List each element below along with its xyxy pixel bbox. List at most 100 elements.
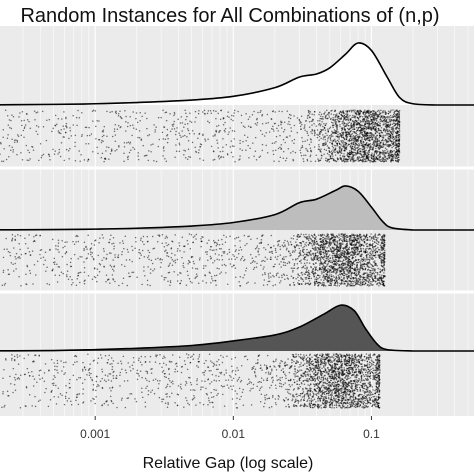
data-point — [352, 137, 354, 140]
data-point — [295, 277, 297, 280]
data-point — [0, 141, 2, 144]
data-point — [304, 154, 307, 156]
data-point — [366, 258, 368, 260]
data-point — [265, 144, 267, 147]
data-point — [329, 151, 331, 154]
data-point — [284, 262, 286, 264]
data-point — [353, 249, 356, 252]
data-point — [381, 132, 384, 134]
data-point — [230, 258, 233, 260]
data-point — [365, 234, 368, 236]
data-point — [354, 119, 357, 122]
data-point — [273, 275, 275, 278]
data-point — [302, 160, 305, 163]
data-point — [346, 111, 348, 113]
data-point — [96, 274, 99, 276]
data-point — [92, 257, 95, 260]
data-point — [84, 126, 87, 129]
data-point — [352, 130, 354, 133]
data-point — [225, 236, 228, 238]
data-point — [16, 153, 18, 156]
data-point — [314, 160, 317, 162]
data-point — [57, 248, 59, 251]
data-point — [188, 233, 191, 235]
data-point — [371, 252, 374, 254]
data-point — [121, 240, 124, 242]
data-point — [353, 260, 356, 262]
data-point — [387, 140, 390, 143]
data-point — [363, 265, 366, 268]
data-point — [320, 113, 323, 116]
data-point — [303, 154, 305, 156]
data-point — [354, 144, 356, 147]
data-point — [191, 129, 194, 132]
data-point — [166, 252, 169, 254]
data-point — [72, 240, 74, 243]
data-point — [289, 117, 292, 120]
data-point — [383, 237, 386, 239]
data-point — [396, 113, 398, 116]
data-point — [63, 111, 65, 113]
data-point — [72, 114, 74, 117]
density-outline — [0, 42, 474, 106]
data-point — [329, 238, 331, 240]
data-point — [313, 146, 316, 148]
data-point — [281, 257, 284, 260]
data-point — [175, 130, 177, 133]
data-point — [342, 155, 344, 157]
data-point — [212, 261, 214, 264]
data-point — [286, 136, 289, 138]
data-point — [344, 266, 347, 269]
data-point — [210, 282, 212, 284]
data-point — [378, 129, 380, 131]
data-point — [391, 123, 394, 125]
data-point — [393, 149, 395, 152]
data-point — [327, 255, 329, 258]
data-point — [215, 110, 217, 113]
data-point — [356, 146, 358, 149]
data-point — [70, 284, 73, 286]
data-point — [350, 156, 353, 159]
data-point — [3, 148, 5, 150]
data-point — [62, 136, 64, 138]
data-point — [318, 281, 320, 284]
data-point — [371, 116, 374, 118]
data-point — [28, 269, 31, 272]
data-point — [24, 237, 26, 239]
data-point — [356, 150, 359, 153]
data-point — [293, 267, 296, 270]
data-point — [58, 131, 60, 134]
data-point — [344, 142, 347, 144]
data-point — [347, 251, 350, 253]
data-point — [390, 109, 392, 111]
data-point — [390, 131, 392, 133]
data-point — [10, 119, 12, 122]
data-point — [328, 268, 331, 271]
data-point — [364, 158, 366, 161]
data-point — [397, 156, 400, 158]
data-point — [140, 138, 143, 140]
data-point — [317, 274, 319, 276]
data-point — [57, 239, 60, 242]
data-point — [328, 254, 331, 256]
data-point — [31, 145, 33, 148]
data-point — [275, 273, 278, 275]
data-point — [56, 281, 59, 283]
data-point — [159, 266, 162, 268]
data-point — [45, 139, 48, 142]
data-point — [171, 259, 174, 261]
data-point — [248, 157, 250, 159]
data-point — [296, 257, 299, 260]
data-point — [391, 135, 394, 138]
data-point — [287, 244, 290, 246]
data-point — [324, 237, 326, 239]
data-point — [282, 261, 285, 263]
data-point — [356, 246, 359, 249]
data-point — [364, 149, 366, 152]
data-point — [375, 113, 377, 116]
data-point — [320, 123, 322, 126]
data-point — [85, 246, 87, 249]
data-point — [92, 151, 94, 153]
data-point — [59, 132, 62, 135]
data-point — [245, 270, 247, 272]
